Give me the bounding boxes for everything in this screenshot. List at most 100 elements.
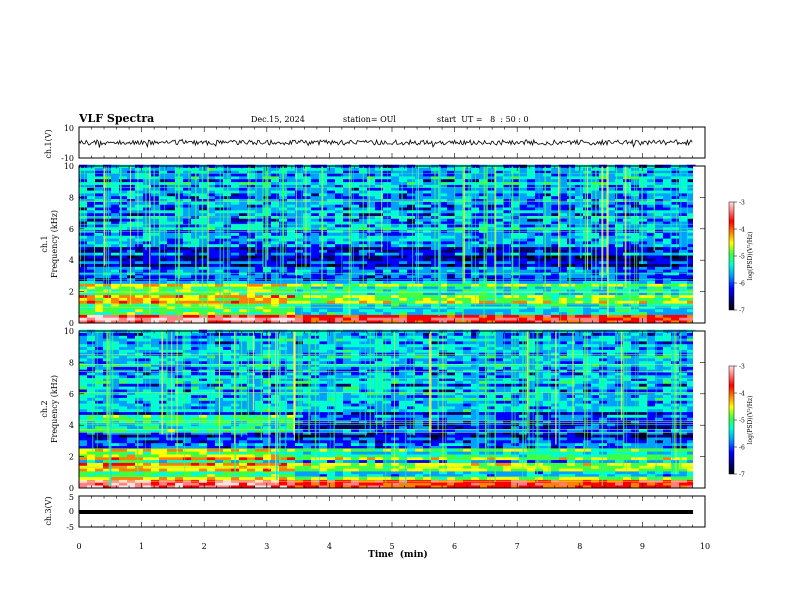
spectrogram-cell	[647, 224, 656, 228]
spectrogram-cell	[119, 377, 128, 381]
spectrogram-cell	[471, 291, 480, 296]
spectrogram-cell	[455, 218, 464, 222]
spectrogram-cell	[519, 300, 528, 304]
spectrogram-cell	[303, 317, 312, 321]
spectrogram-cell	[503, 221, 512, 225]
spectrogram-cell	[287, 255, 296, 259]
spectrogram-cell	[471, 210, 480, 214]
spectrogram-cell	[87, 297, 96, 301]
spectrogram-cell	[671, 266, 680, 270]
spectrogram-cell	[471, 187, 480, 191]
spectrogram-cell	[415, 207, 424, 211]
spectrogram-cell	[623, 207, 632, 211]
spectrogram-cell	[103, 303, 112, 307]
spectrogram-cell	[199, 198, 208, 202]
spectrogram-cell	[559, 210, 568, 214]
spectrogram-cell	[639, 294, 648, 298]
spectrogram-cell	[495, 212, 504, 216]
spectrogram-cell	[119, 394, 128, 398]
spectrogram-cell	[615, 269, 624, 273]
spectrogram-cell	[207, 317, 216, 321]
spectrogram-cell	[407, 193, 416, 197]
spectrogram-cell	[599, 317, 608, 321]
spectrogram-cell	[679, 275, 688, 279]
spectrogram-cell	[279, 280, 288, 284]
spectrogram-cell	[663, 235, 672, 239]
spectrogram-cell	[343, 207, 352, 211]
spectrogram-cell	[87, 201, 96, 205]
spectrogram-cell	[183, 294, 192, 298]
spectrogram-cell	[295, 294, 304, 298]
spectrogram-cell	[111, 451, 120, 455]
spectrogram-cell	[663, 258, 672, 262]
spectrogram-cell	[311, 255, 320, 259]
spectrogram-cell	[375, 297, 384, 301]
spectrogram-cell	[167, 167, 176, 171]
spectrogram-cell	[151, 306, 160, 310]
spectrogram-cell	[519, 317, 528, 321]
spectrogram-cell	[511, 269, 520, 273]
spectrogram-cell	[103, 221, 112, 225]
spectrogram-cell	[231, 190, 240, 194]
spectrogram-cell	[271, 249, 280, 253]
spectrogram-cell	[655, 212, 664, 216]
spectrogram-cell	[119, 167, 128, 171]
spectrogram-cell	[279, 300, 288, 304]
spectrogram-cell	[103, 485, 112, 489]
spectrogram-cell	[559, 317, 568, 321]
spectrogram-cell	[303, 243, 312, 248]
spectrogram-cell	[311, 170, 320, 174]
spectrogram-cell	[87, 275, 96, 279]
spectrogram-cell	[519, 258, 528, 262]
spectrogram-cell	[191, 311, 200, 315]
spectrogram-cell	[119, 178, 128, 183]
spectrogram-cell	[655, 258, 664, 262]
spectrogram-cell	[495, 258, 504, 262]
spectrogram-cell	[255, 252, 264, 256]
spectrogram-cell	[415, 258, 424, 262]
spectrogram-cell	[671, 173, 680, 177]
spectrogram-cell	[407, 187, 416, 191]
spectrogram-cell	[271, 266, 280, 270]
spectrogram-cell	[119, 170, 128, 174]
spectrogram-cell	[551, 173, 560, 177]
spectrogram-cell	[79, 204, 88, 208]
spectrogram-cell	[623, 187, 632, 191]
spectrogram-cell	[111, 297, 120, 301]
spectrogram-cell	[487, 187, 496, 191]
spectrogram-cell	[111, 317, 120, 321]
spectrogram-cell	[119, 289, 128, 293]
spectrogram-cell	[511, 311, 520, 315]
spectrogram-cell	[95, 221, 104, 225]
spectrogram-cell	[303, 249, 312, 253]
spectrogram-cell	[239, 167, 248, 171]
spectrogram-cell	[327, 235, 336, 239]
spectrogram-cell	[343, 297, 352, 301]
spectrogram-cell	[199, 193, 208, 197]
spectrogram-cell	[167, 210, 176, 214]
spectrogram-cell	[335, 195, 344, 199]
spectrogram-cell	[199, 173, 208, 177]
spectrogram-cell	[559, 173, 568, 177]
spectrogram-cell	[615, 294, 624, 298]
spectrogram-cell	[215, 286, 224, 290]
spectrogram-cell	[103, 232, 112, 236]
spectrogram-cell	[311, 297, 320, 301]
spectrogram-cell	[679, 294, 688, 298]
spectrogram-cell	[639, 198, 648, 202]
spectrogram-cell	[455, 221, 464, 225]
spectrogram-cell	[687, 238, 696, 242]
spectrogram-cell	[343, 181, 352, 185]
spectrogram-cell	[671, 187, 680, 191]
spectrogram-cell	[103, 283, 112, 287]
spectrogram-cell	[79, 176, 88, 180]
spectrogram-cell	[295, 224, 304, 228]
spectrogram-cell	[183, 167, 192, 171]
spectrogram-cell	[79, 485, 88, 489]
spectrogram-cell	[287, 210, 296, 214]
spectrogram-cell	[687, 241, 696, 245]
spectrogram-cell	[367, 195, 376, 199]
spectrogram-cell	[279, 283, 288, 287]
spectrogram-cell	[295, 173, 304, 177]
spectrogram-cell	[87, 212, 96, 216]
